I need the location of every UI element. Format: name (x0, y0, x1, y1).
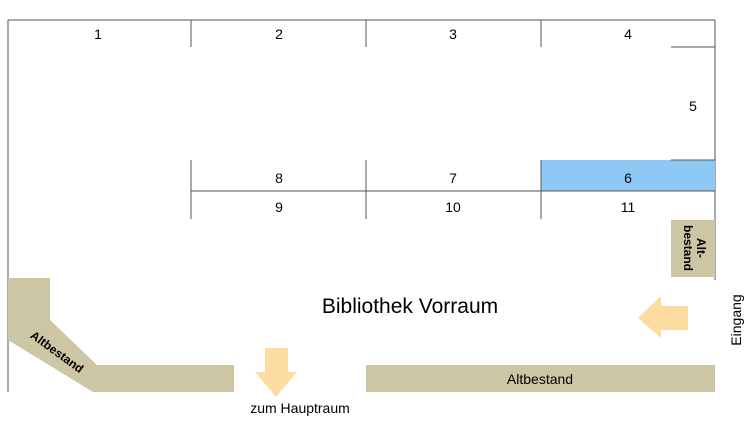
altbestand-bottom-shelf[interactable] (366, 365, 715, 392)
middle-shelf-block (190, 159, 715, 219)
altbestand-right-label: Alt- bestand (681, 225, 708, 271)
shelf-label-6: 6 (624, 170, 632, 186)
shelf-label-5: 5 (689, 98, 697, 114)
arrow-left-icon (638, 296, 688, 338)
room-title: Bibliothek Vorraum (322, 295, 498, 318)
entrance-label: Eingang (728, 294, 744, 345)
shelf-label-11: 11 (621, 199, 636, 215)
shelf-label-1: 1 (94, 26, 102, 42)
shelf-label-10: 10 (445, 199, 461, 215)
shelf-label-7: 7 (449, 170, 457, 186)
shelf-label-8: 8 (275, 170, 283, 186)
altbestand-bottom-label: Altbestand (507, 371, 573, 387)
altbestand-right-shelf[interactable] (671, 220, 715, 277)
altbestand-left-shelf[interactable] (8, 278, 234, 392)
svg-text:bestand: bestand (681, 225, 695, 271)
outer-walls (7, 19, 716, 392)
shelf-label-3: 3 (449, 26, 457, 42)
arrow-down-icon (255, 348, 297, 397)
shelf-dividers-top (190, 20, 715, 48)
shelf-label-4: 4 (624, 26, 632, 42)
exit-label: zum Hauptraum (250, 400, 350, 416)
shelf-label-9: 9 (275, 199, 283, 215)
shelf-label-2: 2 (275, 26, 283, 42)
svg-text:Alt-: Alt- (694, 238, 708, 258)
shelf-6-highlight[interactable] (541, 160, 715, 191)
